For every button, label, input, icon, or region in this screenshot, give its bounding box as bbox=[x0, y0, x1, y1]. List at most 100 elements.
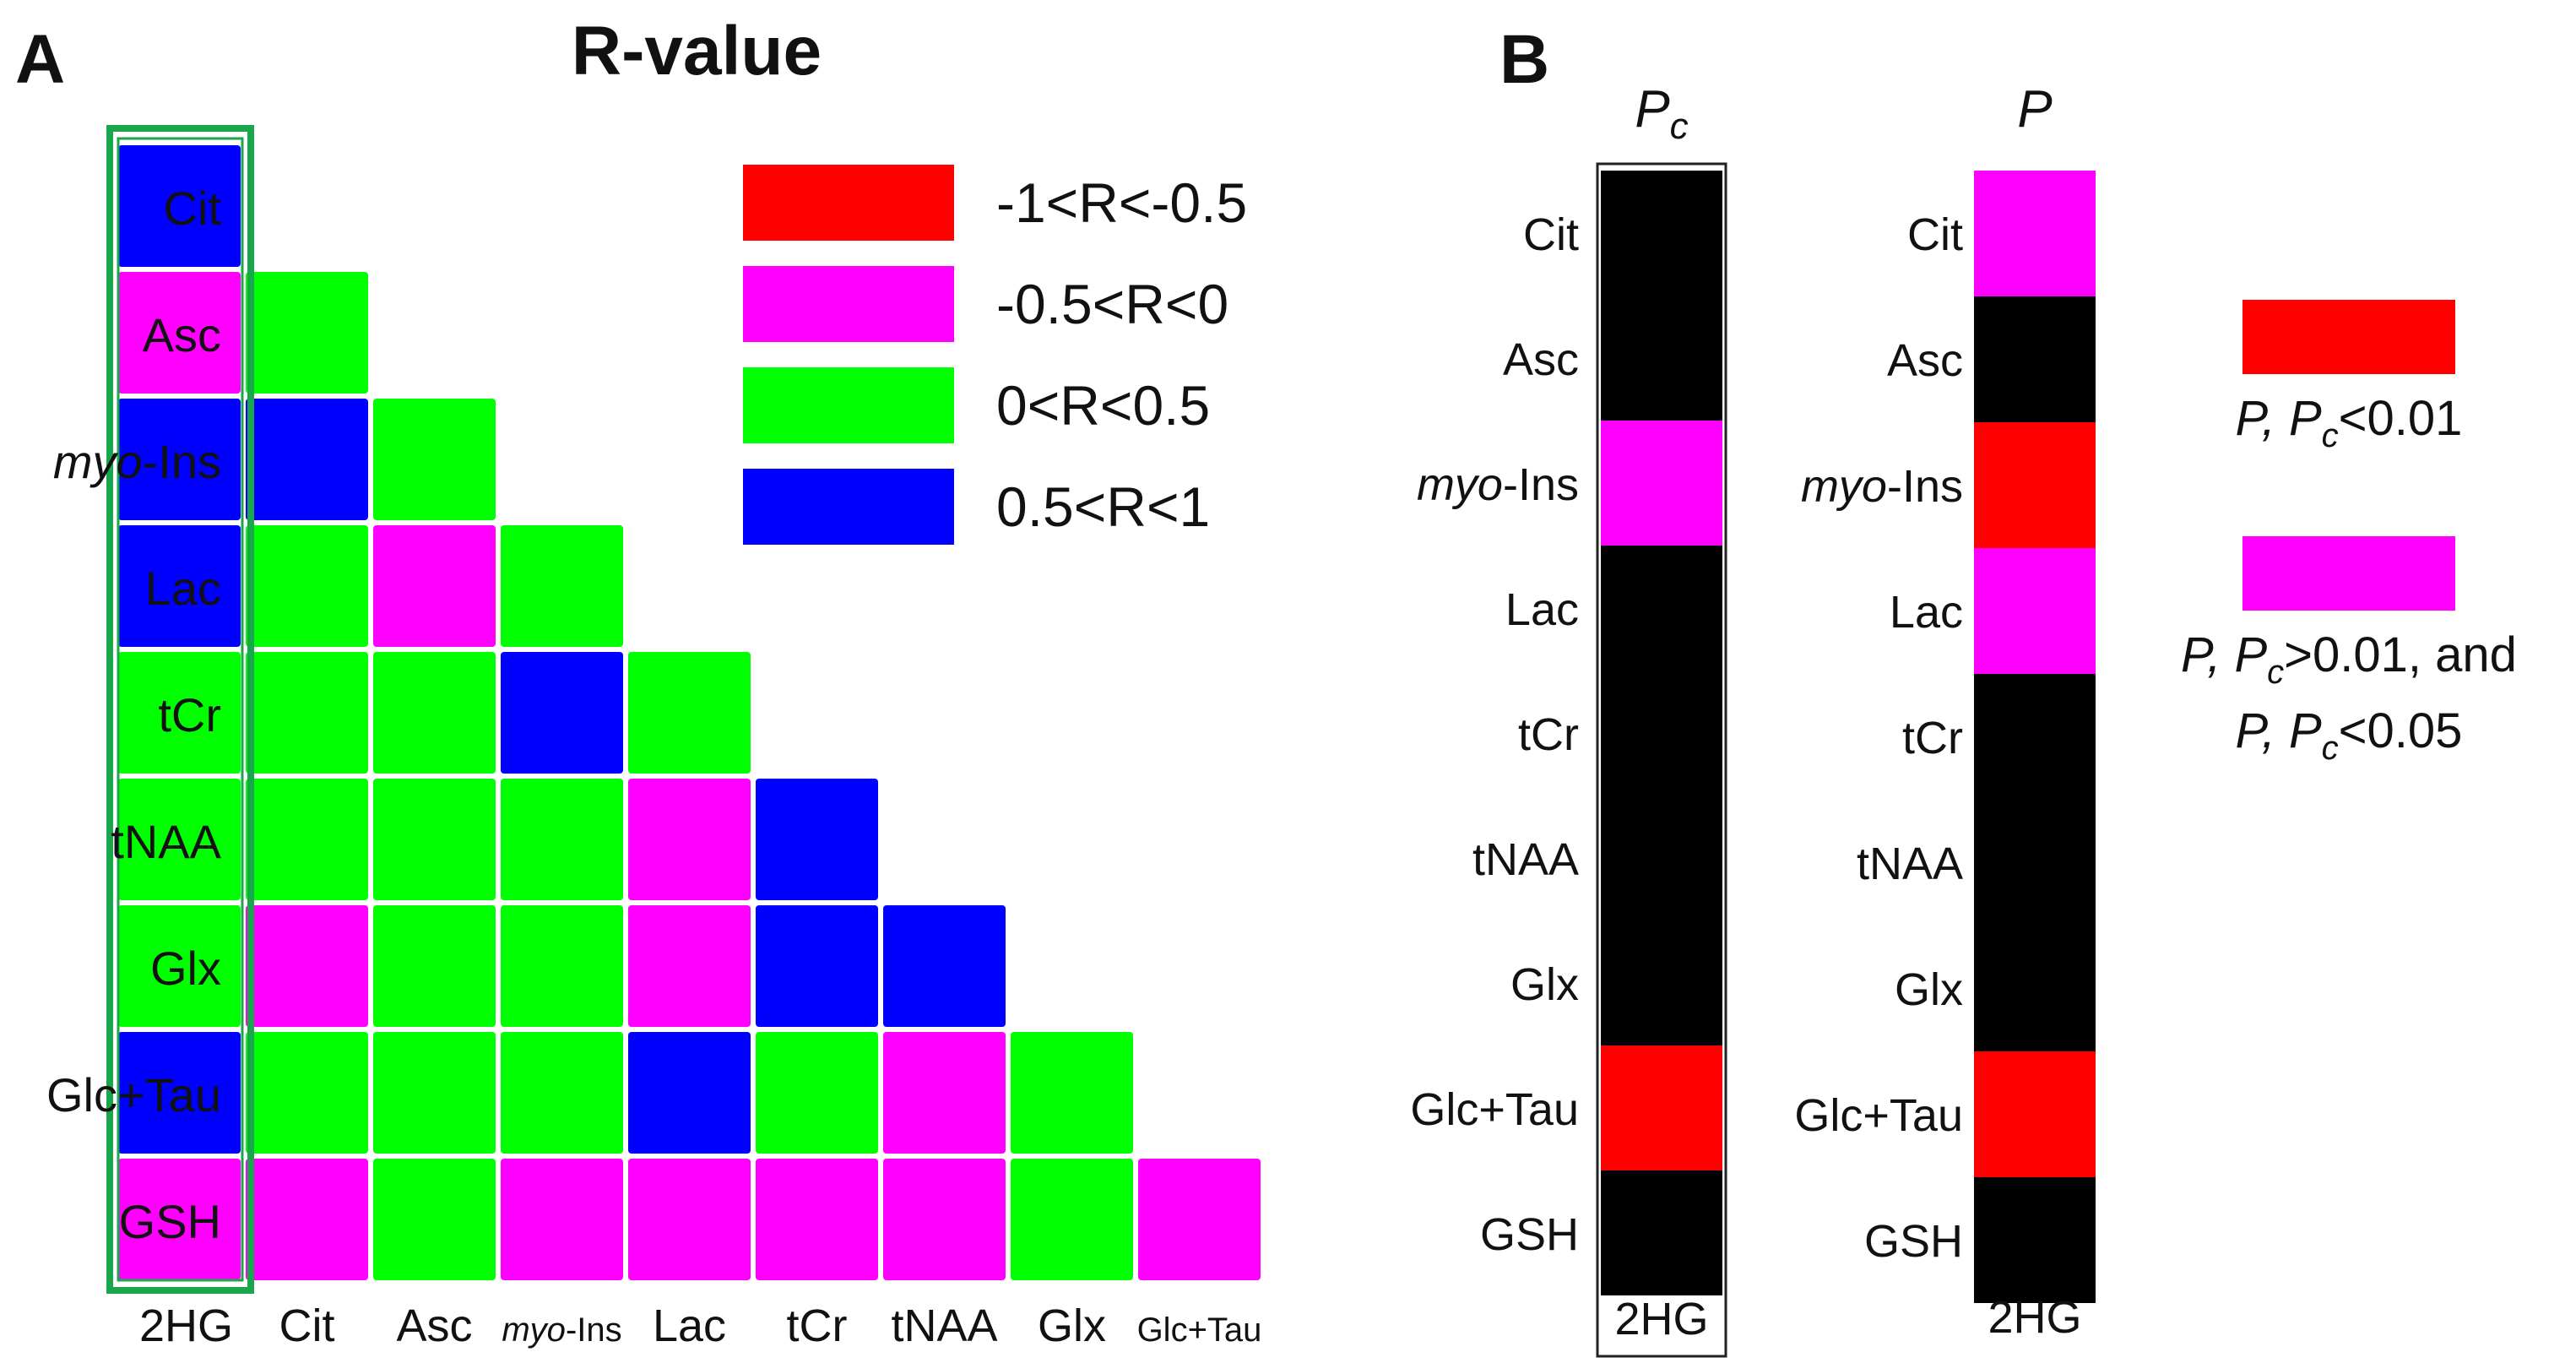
r-row-4-label-post: tCr bbox=[158, 688, 221, 741]
p-significance-column bbox=[1974, 171, 2096, 1303]
pc-cell-tnaa bbox=[1601, 796, 1722, 920]
r-row-5-label: tNAA bbox=[111, 815, 221, 868]
r-col-8-label-post: Glc+Tau bbox=[1137, 1311, 1262, 1349]
p-cell-lac bbox=[1974, 548, 2096, 674]
p-row-8-label-post: GSH bbox=[1864, 1216, 1963, 1267]
cell-glc-tau-tnaa bbox=[883, 1032, 1006, 1154]
r-row-3-label: Lac bbox=[145, 562, 221, 615]
pc-cell-lac bbox=[1601, 546, 1722, 671]
cell-glx-myo-ins bbox=[501, 905, 623, 1027]
sig-legend-seg-1-1-2: <0.05 bbox=[2339, 703, 2463, 758]
pc-cell-gsh bbox=[1601, 1170, 1722, 1295]
cell-glc-tau-glx bbox=[1011, 1032, 1133, 1154]
sig-legend-seg-1-0-1: c bbox=[2267, 654, 2284, 691]
p-row-4-label-post: tCr bbox=[1902, 713, 1963, 763]
r-row-8-label-post: GSH bbox=[119, 1195, 221, 1248]
cell-asc-2hg bbox=[118, 272, 241, 394]
sig-legend-seg-1-1-0: P, P bbox=[2236, 703, 2322, 758]
p-cell-cit bbox=[1974, 171, 2096, 296]
r-col-4-label: Lac bbox=[653, 1301, 726, 1351]
p-row-2-label-post: -Ins bbox=[1887, 461, 1963, 512]
r-col-7-label: Glx bbox=[1038, 1301, 1106, 1351]
pc-row-8-label: GSH bbox=[1480, 1209, 1579, 1260]
cell-gsh-tnaa bbox=[883, 1159, 1006, 1280]
r-row-7-label-post: Glc+Tau bbox=[46, 1068, 221, 1121]
pc-row-7-label: Glc+Tau bbox=[1410, 1084, 1579, 1135]
p-row-6-label-post: Glx bbox=[1895, 964, 1963, 1015]
cell-glc-tau-cit bbox=[246, 1032, 368, 1154]
pc-row-3-label-post: Lac bbox=[1505, 584, 1579, 635]
cell-lac-myo-ins bbox=[501, 525, 623, 647]
cell-tcr-cit bbox=[246, 652, 368, 774]
panel-a-title: R-value bbox=[572, 13, 822, 90]
r-col-3-label-em: myo bbox=[502, 1311, 566, 1349]
pc-row-7-label-post: Glc+Tau bbox=[1410, 1084, 1579, 1135]
p-row-3-label: Lac bbox=[1890, 587, 1963, 638]
p-cell-tnaa bbox=[1974, 800, 2096, 926]
pc-column-frame bbox=[1596, 162, 1727, 1358]
pc-cell-cit bbox=[1601, 171, 1722, 296]
cell-glc-tau-lac bbox=[628, 1032, 751, 1154]
pc-cell-asc bbox=[1601, 296, 1722, 421]
cell-tcr-myo-ins bbox=[501, 652, 623, 774]
pc-row-6-label: Glx bbox=[1510, 959, 1579, 1010]
p-row-0-label: Cit bbox=[1907, 209, 1963, 260]
cell-glx-tcr bbox=[756, 905, 878, 1027]
cell-myo-ins-2hg bbox=[118, 399, 241, 520]
r-value-legend: -1<R<-0.5 -0.5<R<0 0<R<0.5 0.5<R<1 bbox=[743, 165, 1247, 545]
sig-legend-label-1-1: P, Pc<0.05 bbox=[2236, 703, 2463, 767]
p-cell-gsh bbox=[1974, 1177, 2096, 1303]
r-legend-swatch-0 bbox=[743, 165, 954, 241]
p-cell-myo-ins bbox=[1974, 422, 2096, 548]
r-legend-label-1: -0.5<R<0 bbox=[996, 273, 1228, 335]
panel-a-letter: A bbox=[15, 21, 65, 98]
p-row-1-label-post: Asc bbox=[1887, 335, 1963, 386]
p-row-7-label-post: Glc+Tau bbox=[1794, 1090, 1963, 1141]
pc-cell-glx bbox=[1601, 920, 1722, 1045]
r-col-6-label: tNAA bbox=[891, 1301, 997, 1351]
cell-myo-ins-asc bbox=[373, 399, 496, 520]
r-row-6-label: Glx bbox=[150, 942, 221, 995]
pc-row-4-label: tCr bbox=[1518, 709, 1579, 760]
pc-title-sub: c bbox=[1670, 106, 1689, 147]
r-col-2-label-post: Asc bbox=[396, 1301, 472, 1351]
pc-column-title: Pc bbox=[1635, 80, 1688, 147]
r-legend-label-3: 0.5<R<1 bbox=[996, 475, 1210, 538]
sig-legend-seg-1-1-1: c bbox=[2322, 730, 2339, 767]
r-col-1-label-post: Cit bbox=[279, 1301, 335, 1351]
p-row-2-label: myo-Ins bbox=[1801, 461, 1963, 512]
p-cell-glx bbox=[1974, 926, 2096, 1051]
r-col-0-label: 2HG bbox=[139, 1301, 233, 1351]
sig-legend-seg-1-0-2: >0.01, and bbox=[2284, 627, 2517, 682]
cell-glc-tau-2hg bbox=[118, 1032, 241, 1154]
r-col-7-label-post: Glx bbox=[1038, 1301, 1106, 1351]
cell-gsh-glc-tau bbox=[1138, 1159, 1261, 1280]
cell-gsh-myo-ins bbox=[501, 1159, 623, 1280]
pc-row-5-label-post: tNAA bbox=[1472, 834, 1579, 885]
r-col-5-label: tCr bbox=[787, 1301, 848, 1351]
pc-row-8-label-post: GSH bbox=[1480, 1209, 1579, 1260]
r-col-0-label-post: 2HG bbox=[139, 1301, 233, 1351]
pc-row-1-label: Asc bbox=[1503, 334, 1579, 385]
pc-row-2-label-post: -Ins bbox=[1503, 459, 1579, 510]
pc-title-main: P bbox=[1635, 80, 1669, 138]
p-row-8-label: GSH bbox=[1864, 1216, 1963, 1267]
cell-tnaa-lac bbox=[628, 779, 751, 900]
p-row-1-label: Asc bbox=[1887, 335, 1963, 386]
sig-legend-seg-0-0-1: c bbox=[2322, 417, 2339, 454]
cell-glc-tau-tcr bbox=[756, 1032, 878, 1154]
p-cell-asc bbox=[1974, 296, 2096, 422]
pc-row-6-label-post: Glx bbox=[1510, 959, 1579, 1010]
p-row-7-label: Glc+Tau bbox=[1794, 1090, 1963, 1141]
sig-legend-swatch-0 bbox=[2242, 300, 2455, 374]
pc-row-2-label-em: myo bbox=[1417, 459, 1503, 510]
cell-glx-lac bbox=[628, 905, 751, 1027]
r-row-3-label-post: Lac bbox=[145, 562, 221, 615]
r-value-row-labels: Cit Asc myo-Ins Lac tCr tNAA Glx Glc+Tau GSH bbox=[46, 182, 222, 1248]
cell-tnaa-tcr bbox=[756, 779, 878, 900]
2hg-column-highlight-inner-box bbox=[117, 137, 244, 1282]
r-row-4-label: tCr bbox=[158, 688, 221, 741]
pc-row-0-label-post: Cit bbox=[1523, 209, 1579, 260]
pc-row-2-label: myo-Ins bbox=[1417, 459, 1579, 510]
